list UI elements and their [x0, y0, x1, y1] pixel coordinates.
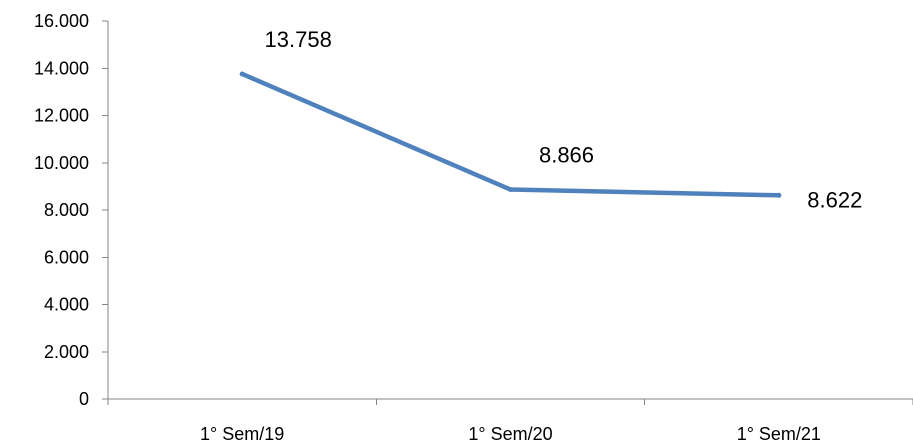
y-axis-ticks: 0 2.000 4.000 6.000 8.000 10.000 12.000 14.000 1…	[34, 11, 108, 409]
y-tick-label: 8.000	[44, 200, 89, 220]
data-point	[508, 187, 513, 193]
y-tick-label: 4.000	[44, 295, 89, 315]
data-label: 13.758	[265, 27, 332, 52]
data-point	[239, 71, 245, 77]
y-tick-label: 14.000	[34, 58, 89, 78]
y-tick-label: 10.000	[34, 153, 89, 173]
y-tick-label: 0	[79, 389, 89, 409]
data-point	[776, 192, 782, 198]
x-tick-label: 1° Sem/21	[737, 424, 821, 444]
x-tick-label: 1° Sem/20	[468, 424, 552, 444]
x-tick-label: 1° Sem/19	[200, 424, 284, 444]
data-labels: 13.758 8.866 8.622	[265, 27, 863, 212]
x-axis-ticks: 1° Sem/19 1° Sem/20 1° Sem/21	[107, 399, 913, 444]
y-tick-label: 12.000	[34, 106, 89, 126]
y-tick-label: 2.000	[44, 342, 89, 362]
series-line	[239, 71, 782, 198]
axes	[107, 21, 913, 400]
series-layer	[239, 71, 782, 198]
data-label: 8.622	[807, 187, 862, 212]
y-tick-label: 6.000	[44, 247, 89, 267]
data-label: 8.866	[539, 143, 594, 168]
y-tick-label: 16.000	[34, 11, 89, 31]
